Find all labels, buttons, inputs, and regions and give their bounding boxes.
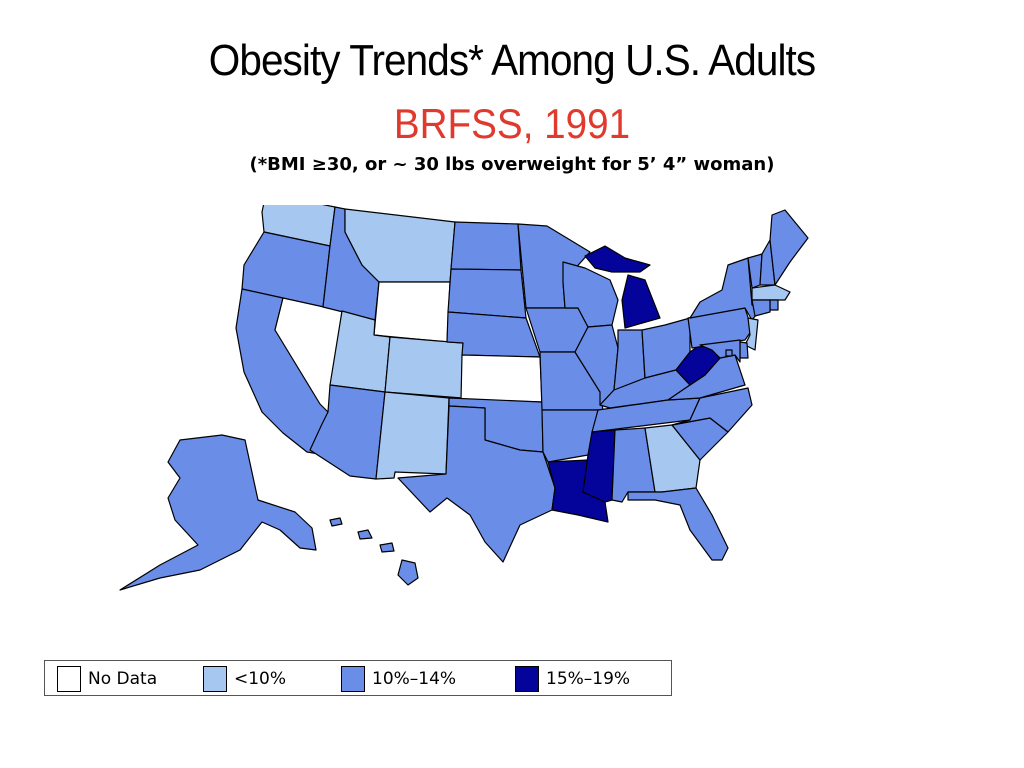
state-AK — [119, 434, 317, 591]
state-RI — [769, 299, 779, 311]
state-HI-big-island — [397, 559, 419, 586]
state-DE — [739, 341, 749, 359]
state-HI-maui — [379, 542, 395, 553]
legend-label: 10%–14% — [372, 669, 457, 689]
state-NM — [375, 391, 450, 480]
legend-swatch — [515, 666, 539, 692]
legend-label: <10% — [234, 669, 287, 689]
state-AR — [541, 409, 599, 463]
state-KS — [460, 354, 543, 403]
state-CO — [384, 336, 464, 399]
state-MD — [699, 339, 741, 363]
legend-swatch — [203, 666, 227, 692]
slide-subtitle: BRFSS, 1991 — [393, 100, 631, 147]
state-MI-upper — [584, 245, 651, 273]
legend-swatch — [341, 666, 365, 692]
us-obesity-map — [119, 205, 809, 591]
state-HI-kauai — [329, 517, 343, 527]
slide-title: Obesity Trends* Among U.S. Adults — [208, 36, 816, 85]
state-FL — [627, 487, 729, 561]
state-SD — [447, 268, 527, 319]
map-legend: No Data <10% 10%–14% 15%–19% — [44, 660, 672, 696]
legend-swatch — [57, 666, 81, 692]
legend-label: 15%–19% — [546, 669, 631, 689]
state-NC — [671, 387, 753, 433]
state-ND — [450, 221, 522, 271]
state-NY — [689, 257, 761, 321]
state-NJ — [744, 317, 759, 351]
state-TX — [397, 405, 556, 563]
state-MI — [621, 274, 661, 329]
legend-label: No Data — [88, 669, 158, 689]
state-MA — [751, 284, 791, 301]
state-CT — [751, 299, 771, 317]
bmi-footnote: (*BMI ≥30, or ~ 30 lbs overweight for 5’… — [249, 154, 775, 175]
state-ME — [769, 209, 809, 286]
state-WY — [373, 281, 451, 343]
state-DC — [725, 349, 733, 357]
state-HI-oahu — [357, 529, 373, 540]
